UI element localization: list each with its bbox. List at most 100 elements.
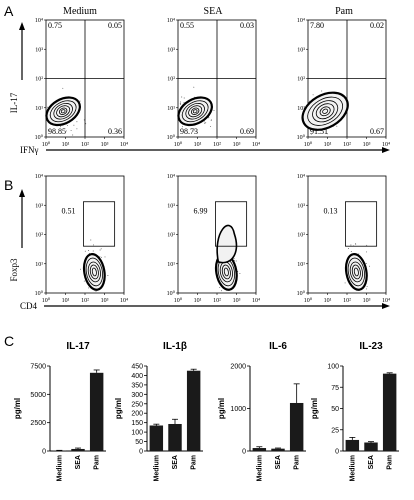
bar-chart-ylabel: pg/ml xyxy=(217,398,226,419)
event-dot xyxy=(183,101,185,103)
contour-ring xyxy=(49,100,77,123)
x-tick-label: 10⁰ xyxy=(304,297,313,304)
x-tick-label: 10¹ xyxy=(62,298,70,304)
gate-box xyxy=(83,201,116,247)
arrowhead-cd4 xyxy=(382,303,390,309)
event-dot xyxy=(366,244,368,246)
y-tick-label: 25 xyxy=(331,427,339,434)
x-tick-label: 10⁴ xyxy=(382,298,390,304)
gate-box xyxy=(345,201,378,247)
x-category-label: Pam xyxy=(387,455,394,470)
event-dot xyxy=(192,130,194,132)
event-dot xyxy=(80,268,82,270)
quadrant-lower-left: 98.73 xyxy=(180,127,198,136)
y-tick-label: 0 xyxy=(335,449,339,456)
y-tick-label: 200 xyxy=(131,411,143,418)
y-tick-label: 10³ xyxy=(297,47,305,53)
bar-chart-ylabel: pg/ml xyxy=(114,398,123,419)
event-dot xyxy=(88,287,90,289)
bar-sea xyxy=(364,442,378,451)
event-dot xyxy=(235,260,237,262)
x-category-label: Medium xyxy=(256,455,263,481)
event-dot xyxy=(104,256,106,258)
y-tick-label: 10² xyxy=(167,233,175,239)
contour-ring xyxy=(58,107,68,115)
x-tick-label: 10² xyxy=(81,298,89,304)
x-tick-label: 10² xyxy=(81,142,89,148)
y-tick-label: 150 xyxy=(131,420,143,427)
x-tick-label: 10¹ xyxy=(62,142,70,148)
bar-sea xyxy=(71,448,85,451)
event-dot xyxy=(194,129,196,131)
y-tick-label: 10⁴ xyxy=(297,174,305,180)
y-tick-label: 10⁰ xyxy=(167,134,176,141)
bar-medium xyxy=(149,425,164,451)
axis-label-ifng: IFNγ xyxy=(20,145,39,155)
event-dot xyxy=(83,280,85,282)
event-dot xyxy=(180,103,182,105)
y-tick-label: 10² xyxy=(167,77,175,83)
x-tick-label: 10³ xyxy=(363,298,371,304)
event-dot xyxy=(95,290,97,292)
event-dot xyxy=(107,275,109,276)
bar-chart-1: IL-17 pg/ml 0 2500 5000 7500 Medium SEA Pam xyxy=(13,341,106,481)
quadrant-upper-right: 0.02 xyxy=(370,21,384,30)
event-dot xyxy=(350,244,352,246)
bar-chart-title: IL-17 xyxy=(66,341,90,352)
event-dot xyxy=(213,110,215,112)
bar-medium xyxy=(345,439,360,451)
y-tick-label: 2000 xyxy=(230,364,246,371)
x-tick-label: 10¹ xyxy=(194,142,202,148)
contour-ring xyxy=(192,109,198,114)
y-tick-label: 10³ xyxy=(167,47,175,53)
y-tick-label: 10² xyxy=(35,77,43,83)
contour-ring xyxy=(315,103,335,120)
axis-label-cd4: CD4 xyxy=(20,301,38,311)
event-dot xyxy=(208,117,210,119)
event-dot xyxy=(179,103,181,104)
event-dot xyxy=(99,249,101,251)
y-tick-label: 10³ xyxy=(297,203,305,209)
condition-title-medium: Medium xyxy=(63,6,97,17)
condition-title-pam: Pam xyxy=(335,6,353,17)
event-dot xyxy=(366,285,368,287)
event-dot xyxy=(355,243,356,245)
panel-letter-c: C xyxy=(4,333,14,349)
event-dot xyxy=(204,123,206,125)
contour-ring xyxy=(319,106,331,117)
bar-pam xyxy=(289,402,304,451)
y-tick-label: 10¹ xyxy=(167,106,175,112)
contour-ring xyxy=(322,108,329,114)
y-tick-label: 250 xyxy=(131,401,143,408)
bar-chart-title: IL-1β xyxy=(163,341,187,352)
y-tick-label: 2500 xyxy=(30,420,46,427)
contour-ring xyxy=(89,264,99,280)
x-tick-label: 10³ xyxy=(101,142,109,148)
event-dot xyxy=(348,248,349,250)
x-tick-label: 10³ xyxy=(233,142,241,148)
y-tick-label: 0 xyxy=(242,449,246,456)
x-category-label: SEA xyxy=(75,455,82,469)
x-category-label: SEA xyxy=(275,455,282,469)
event-dot xyxy=(88,250,90,251)
y-tick-label: 10⁴ xyxy=(35,18,43,24)
event-dot xyxy=(312,94,314,96)
axis-label-il17: IL-17 xyxy=(9,92,19,113)
bar-medium xyxy=(252,448,267,451)
x-tick-label: 10⁰ xyxy=(304,141,313,148)
bar-pam xyxy=(382,373,397,451)
event-dot xyxy=(93,244,94,246)
bar-pam xyxy=(89,372,104,451)
event-dot xyxy=(65,130,67,132)
event-dot xyxy=(67,124,69,126)
y-tick-label: 350 xyxy=(131,382,143,389)
contour-ring xyxy=(85,257,104,287)
event-dot xyxy=(181,96,183,98)
event-dot xyxy=(326,133,328,135)
contour-ring xyxy=(188,105,203,118)
x-category-label: Pam xyxy=(191,455,198,470)
x-category-label: Medium xyxy=(153,455,160,481)
